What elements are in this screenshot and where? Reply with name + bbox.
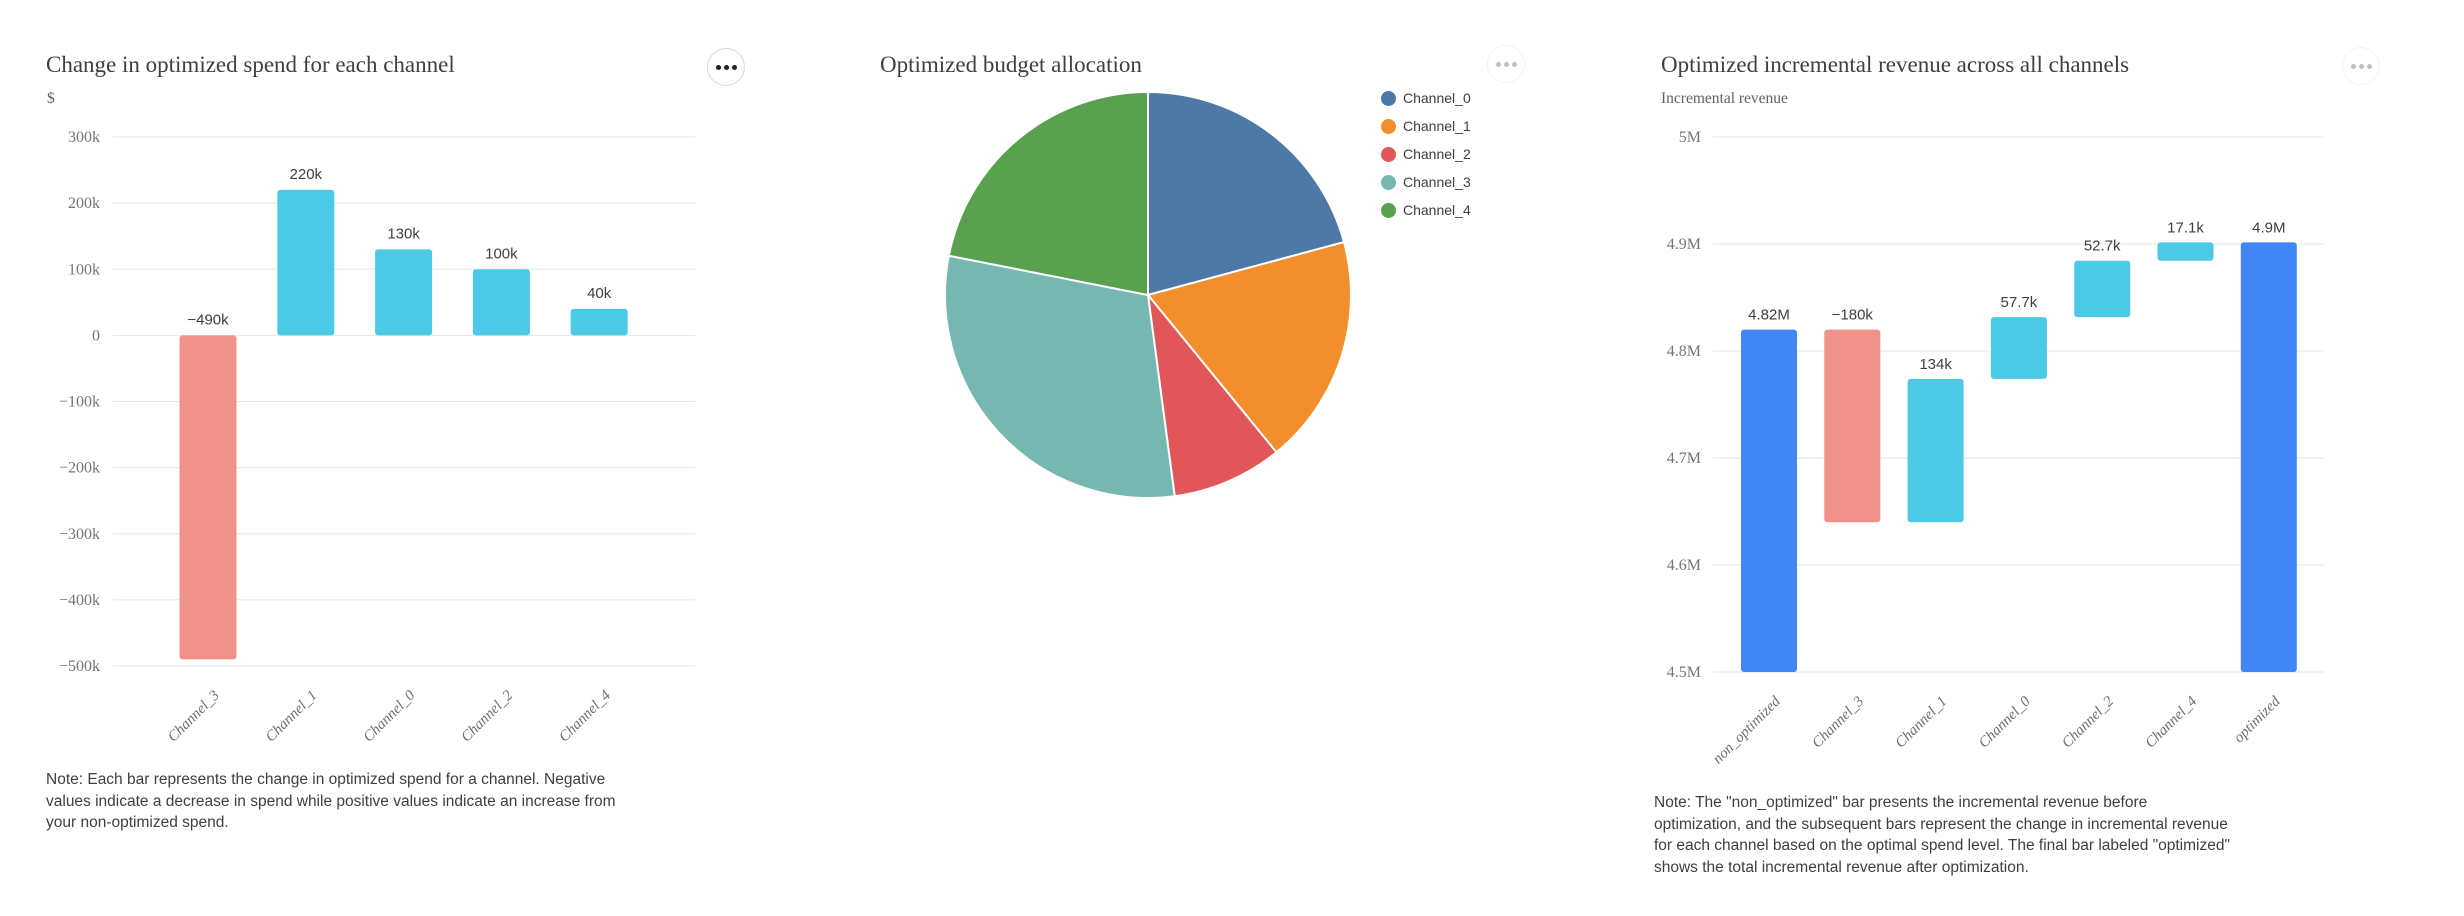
legend-swatch-icon	[1381, 174, 1396, 190]
more-options-button[interactable]	[2342, 47, 2380, 85]
y-tick-label: 300k	[68, 129, 100, 146]
x-axis-label: Channel_4	[556, 687, 614, 745]
x-axis-label: Channel_2	[458, 687, 516, 745]
card-incremental-revenue: Optimized incremental revenue across all…	[1630, 0, 2464, 916]
bar-value-label: 4.82M	[1748, 307, 1790, 324]
pie-chart	[944, 91, 1352, 499]
pie-slice-Channel_4[interactable]	[947, 91, 1149, 296]
bar-Channel_0[interactable]	[375, 249, 433, 336]
y-tick-label: −400k	[59, 592, 100, 609]
waterfall-bar-Channel_2[interactable]	[2074, 260, 2131, 318]
y-tick-label: 4.6M	[1667, 557, 1701, 574]
y-tick-label: −500k	[59, 658, 100, 675]
bar-Channel_1[interactable]	[277, 189, 335, 336]
y-tick-label: 0	[92, 327, 100, 344]
pie-slice-Channel_2[interactable]	[1147, 294, 1278, 498]
bar-value-label: 130k	[387, 225, 420, 242]
legend-swatch-icon	[1381, 146, 1396, 162]
y-axis-title: $	[47, 90, 55, 107]
x-axis-label: Channel_4	[2142, 693, 2200, 751]
bar-value-label: 220k	[290, 166, 323, 183]
x-axis-label: Channel_3	[165, 688, 223, 746]
bar-value-label: 40k	[587, 285, 612, 302]
waterfall-bar-Channel_1[interactable]	[1907, 378, 1964, 523]
y-tick-label: 100k	[68, 261, 100, 278]
chart-note: Note: Each bar represents the change in …	[46, 771, 616, 832]
x-axis-label: Channel_1	[1893, 694, 1951, 752]
x-axis-label: Channel_2	[2059, 693, 2117, 751]
waterfall-bar-non_optimized[interactable]	[1741, 329, 1797, 672]
legend-label: Channel_0	[1403, 90, 1471, 106]
x-axis-label: Channel_1	[263, 688, 321, 746]
y-tick-label: −200k	[59, 460, 100, 477]
y-axis-title: Incremental revenue	[1661, 90, 1788, 107]
x-axis-label: non_optimized	[1710, 693, 1784, 767]
x-axis-label: optimized	[2231, 693, 2284, 746]
bar-value-label: 52.7k	[2084, 238, 2121, 255]
legend-item-Channel_4[interactable]: Channel_4	[1381, 196, 1471, 224]
legend-item-Channel_1[interactable]: Channel_1	[1381, 112, 1471, 140]
bar-Channel_2[interactable]	[472, 269, 530, 336]
bar-Channel_4[interactable]	[570, 308, 628, 336]
bar-value-label: −180k	[1832, 307, 1874, 324]
bar-value-label: −490k	[187, 311, 229, 328]
chart-note: Note: The "non_optimized" bar presents t…	[1654, 794, 2230, 877]
y-tick-label: 4.8M	[1667, 343, 1701, 360]
chart-title: Optimized budget allocation	[880, 52, 1142, 77]
more-options-button[interactable]	[707, 48, 745, 86]
y-tick-label: 4.5M	[1667, 664, 1701, 681]
more-options-button[interactable]	[1487, 45, 1525, 83]
legend-swatch-icon	[1381, 118, 1396, 134]
waterfall-bar-Channel_4[interactable]	[2157, 242, 2214, 261]
bar-value-label: 134k	[1919, 356, 1952, 373]
x-axis-label: Channel_3	[1809, 694, 1867, 752]
legend-label: Channel_3	[1403, 174, 1471, 190]
legend-item-Channel_0[interactable]: Channel_0	[1381, 84, 1471, 112]
y-tick-label: 4.7M	[1667, 450, 1701, 467]
x-axis-label: Channel_0	[361, 687, 419, 745]
pie-slice-Channel_1[interactable]	[1147, 241, 1352, 454]
pie-slice-Channel_3[interactable]	[944, 254, 1176, 499]
bar-value-label: 4.9M	[2252, 219, 2285, 236]
chart-title: Optimized incremental revenue across all…	[1661, 52, 2130, 77]
card-budget-allocation: Optimized budget allocation Channel_0 Cha…	[850, 0, 1550, 916]
waterfall-bar-Channel_0[interactable]	[1990, 317, 2047, 379]
pie-legend: Channel_0 Channel_1 Channel_2 Channel_3 Chan…	[1381, 84, 1471, 224]
card-spend-change: Change in optimized spend for each chann…	[0, 0, 820, 916]
bar-value-label: 100k	[485, 245, 518, 262]
y-tick-label: −100k	[59, 394, 100, 411]
ellipsis-icon	[1503, 61, 1509, 67]
legend-label: Channel_4	[1403, 202, 1471, 218]
bar-value-label: 17.1k	[2167, 219, 2204, 236]
legend-label: Channel_2	[1403, 146, 1471, 162]
y-tick-label: 5M	[1679, 129, 1701, 146]
bar-chart: 300k 200k 100k 0 −100k −200k −300k −400k −500k −4…	[59, 129, 695, 746]
legend-swatch-icon	[1381, 90, 1396, 106]
pie-slice-Channel_0[interactable]	[1147, 91, 1345, 296]
legend-label: Channel_1	[1403, 118, 1471, 134]
waterfall-chart: 5M 4.9M 4.8M 4.7M 4.6M 4.5M 4.82M non_optimized…	[1667, 129, 2324, 767]
legend-item-Channel_3[interactable]: Channel_3	[1381, 168, 1471, 196]
chart-title: Change in optimized spend for each chann…	[46, 52, 455, 77]
y-tick-label: −300k	[59, 526, 100, 543]
y-tick-label: 200k	[68, 195, 100, 212]
waterfall-bar-optimized[interactable]	[2240, 242, 2297, 672]
waterfall-bar-Channel_3[interactable]	[1824, 329, 1881, 523]
bar-Channel_3[interactable]	[179, 335, 237, 660]
y-tick-label: 4.9M	[1667, 236, 1701, 253]
bar-value-label: 57.7k	[2001, 294, 2038, 311]
ellipsis-icon	[2358, 63, 2364, 69]
ellipsis-icon	[723, 64, 729, 70]
legend-swatch-icon	[1381, 202, 1396, 218]
x-axis-label: Channel_0	[1976, 693, 2034, 751]
legend-item-Channel_2[interactable]: Channel_2	[1381, 140, 1471, 168]
